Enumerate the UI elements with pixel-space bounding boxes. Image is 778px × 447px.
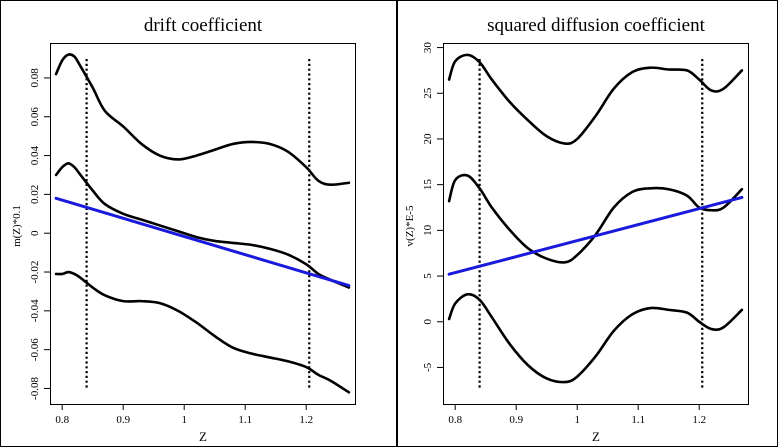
y-tick-label: -5 <box>422 362 434 372</box>
y-tick-label: -0.08 <box>29 377 41 400</box>
x-tick-label: 0.8 <box>55 414 69 426</box>
x-axis-label: Z <box>199 429 207 444</box>
upper-band-line <box>447 53 744 145</box>
drift-coefficient-panel: drift coefficient Z m(Z)*0.1 0.8 0.9 1 1.1 1… <box>11 15 356 444</box>
y-tick-label: -0.02 <box>29 261 41 284</box>
x-tick-label: 0.9 <box>116 414 130 426</box>
y-tick-label: 25 <box>422 87 434 99</box>
x-tick-label: 1 <box>181 414 187 426</box>
x-tick-label: 1.2 <box>299 414 313 426</box>
y-tick-label: 0.04 <box>29 145 41 165</box>
y-tick-label: -0.06 <box>29 338 41 361</box>
x-tick-label: 1.2 <box>692 414 706 426</box>
y-axis-label: v(Z)*E-5 <box>404 205 416 246</box>
x-tick-label: 1.1 <box>238 414 252 426</box>
parametric-fit-line <box>54 196 351 288</box>
chart-title: drift coefficient <box>144 15 263 36</box>
y-tick-label: 5 <box>422 273 434 279</box>
chart-title: squared diffusion coefficient <box>487 15 705 36</box>
x-tick-label: 0.8 <box>448 414 462 426</box>
upper-band-line <box>54 53 351 187</box>
y-tick-label: 15 <box>422 179 434 191</box>
y-tick-label: 10 <box>422 224 434 236</box>
y-axis-label: m(Z)*0.1 <box>11 205 23 247</box>
squared-diffusion-coefficient-panel: squared diffusion coefficient Z v(Z)*E-5… <box>404 15 749 444</box>
y-tick-label: 0.06 <box>29 107 41 127</box>
plot-marks: 0.8 0.9 1 1.1 1.2 -5 0 5 10 15 20 25 30 <box>422 42 744 426</box>
plot-area <box>443 43 749 405</box>
x-tick-label: 0.9 <box>509 414 523 426</box>
y-tick-label: 0.08 <box>29 68 41 88</box>
estimate-line <box>54 162 351 289</box>
lower-band-line <box>54 270 351 394</box>
y-tick-label: 0 <box>422 318 434 324</box>
y-tick-label: 20 <box>422 133 434 145</box>
y-tick-label: 30 <box>422 42 434 54</box>
y-tick-label: 0.02 <box>29 185 41 204</box>
estimate-line <box>447 173 744 264</box>
x-tick-label: 1.1 <box>631 414 645 426</box>
y-tick-label: -0.04 <box>29 299 41 322</box>
parametric-fit-line <box>447 195 744 276</box>
lower-band-line <box>447 292 744 384</box>
y-tick-label: 0 <box>29 230 41 236</box>
plot-area <box>50 43 356 405</box>
x-tick-label: 1 <box>574 414 580 426</box>
x-axis-label: Z <box>592 429 600 444</box>
plot-marks: 0.8 0.9 1 1.1 1.2 -0.08 -0.06 -0.04 -0.02 0 0.02 0.… <box>29 53 351 426</box>
